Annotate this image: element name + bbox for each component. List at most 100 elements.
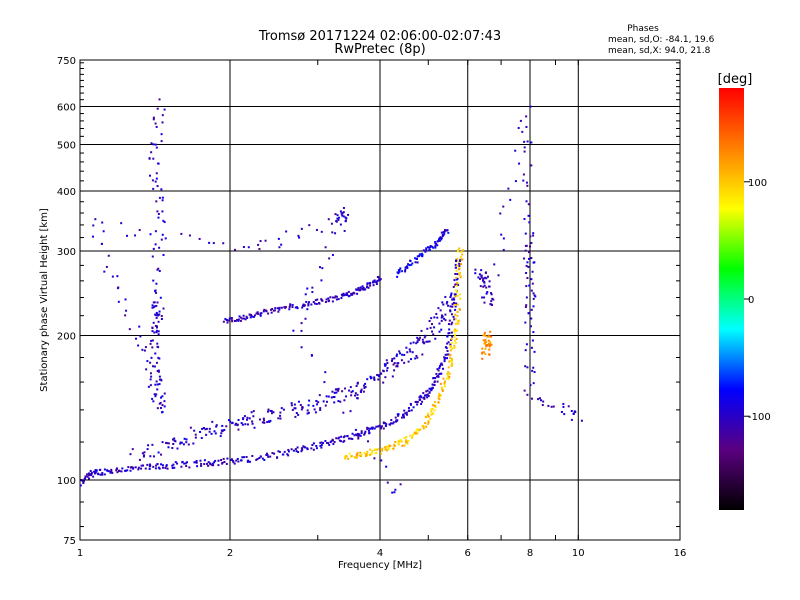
data-point [356,382,359,385]
data-point [411,436,414,439]
data-point [331,300,334,303]
data-point [194,433,197,436]
data-point [374,448,377,451]
data-point [416,261,419,264]
data-point [440,372,443,375]
data-point [490,335,493,338]
data-point [327,442,330,445]
data-point [488,335,491,338]
data-point [449,349,452,352]
data-point [453,301,456,304]
data-point [455,269,458,272]
data-point [376,448,379,451]
data-point [447,375,450,378]
data-point [269,455,272,458]
data-point [456,257,459,260]
data-point [441,235,444,238]
data-point [399,440,402,443]
data-point [151,304,154,307]
data-point [377,425,380,428]
data-point [160,315,163,318]
data-point [319,407,322,410]
data-point [217,459,220,462]
data-point [164,466,167,469]
data-point [524,306,527,309]
data-point [422,341,425,344]
data-point [251,420,254,423]
data-point [380,425,383,428]
data-point [411,351,414,354]
data-point [376,280,379,283]
data-point [117,286,120,289]
data-point [158,196,161,199]
data-point [157,212,160,215]
data-point [455,285,458,288]
data-point [447,341,450,344]
data-point [427,415,430,418]
data-point [532,292,535,295]
data-point [420,329,423,332]
data-point [87,472,90,475]
data-point [461,258,464,261]
data-point [152,187,155,190]
data-point [363,451,366,454]
data-point [391,357,394,360]
data-point [201,427,204,430]
data-point [448,332,451,335]
data-point [212,242,215,245]
data-point [155,380,158,383]
data-point [117,300,120,303]
data-point [429,244,432,247]
data-point [451,335,454,338]
data-point [335,437,338,440]
data-point [326,441,329,444]
data-point [332,439,335,442]
data-point [103,473,106,476]
data-point [458,271,461,274]
data-point [90,471,93,474]
data-point [318,394,321,397]
data-point [155,312,158,315]
data-point [134,466,137,469]
data-point [424,250,427,253]
data-point [456,323,459,326]
data-point [327,300,330,303]
data-point [420,403,423,406]
data-point [426,389,429,392]
data-point [337,400,340,403]
data-point [253,426,256,429]
data-point [344,293,347,296]
data-point [237,318,240,321]
data-point [235,318,238,321]
data-point [221,424,224,427]
data-point [320,298,323,301]
data-point [382,370,385,373]
data-point [152,400,155,403]
data-point [572,412,575,415]
data-point [489,303,492,306]
data-point [251,455,254,458]
data-point [193,429,196,432]
data-point [155,200,158,203]
stats-line-x: mean, sd,X: 94.0, 21.8 [608,46,711,56]
data-point [424,334,427,337]
data-point [482,339,485,342]
data-point [307,411,310,414]
data-point [432,383,435,386]
data-point [371,449,374,452]
data-point [430,408,433,411]
data-point [253,314,256,317]
data-point [349,437,352,440]
data-point [425,425,428,428]
data-point [162,253,165,256]
colorbar: [deg] 100 0 -100 [718,72,771,510]
data-point [488,348,491,351]
chart-title: Tromsø 20171224 02:06:00-02:07:43 [258,29,501,44]
data-point [259,240,262,243]
data-point [525,343,528,346]
data-point [359,451,362,454]
data-point [359,455,362,458]
data-point [137,466,140,469]
data-point [414,357,417,360]
data-point [355,454,358,457]
